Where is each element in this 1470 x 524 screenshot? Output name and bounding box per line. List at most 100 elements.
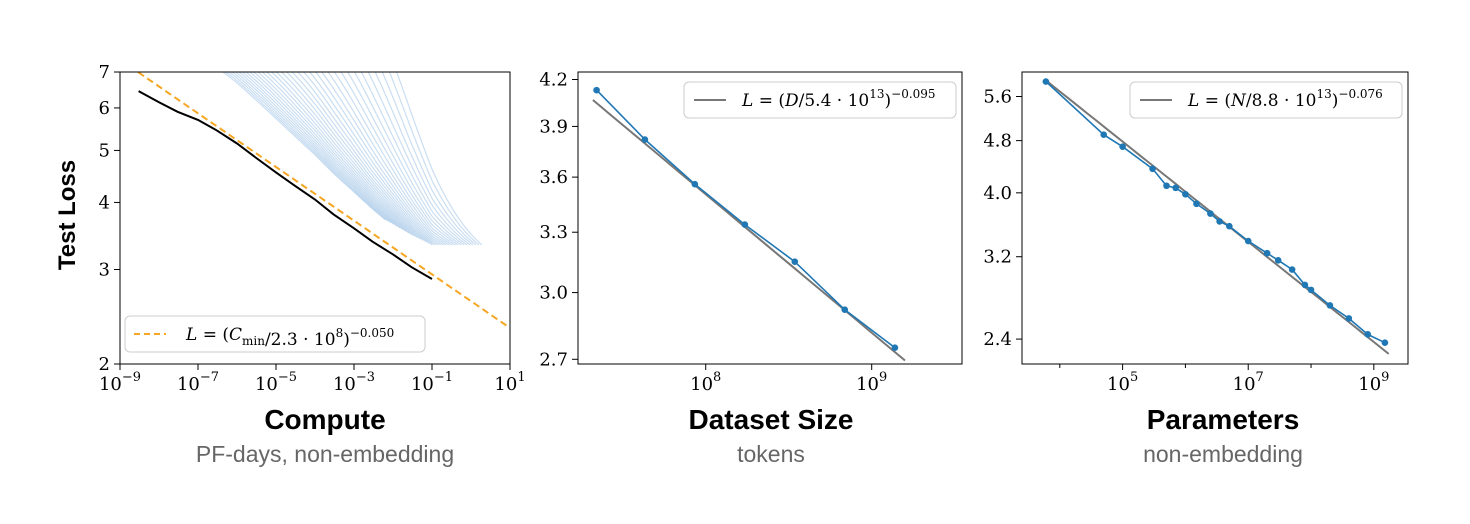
data-point <box>1149 165 1156 173</box>
data-point <box>1226 222 1233 230</box>
data-line <box>596 89 896 349</box>
x-tick-label: 10−9 <box>99 370 141 395</box>
y-tick-label: 5 <box>99 140 110 161</box>
dataset-xlabel-sub: tokens <box>737 441 805 467</box>
parameters-xlabel-sub: non-embedding <box>1143 441 1303 467</box>
data-point <box>1216 218 1223 225</box>
run-curve <box>252 72 412 236</box>
parameters-caption: Parameters non-embedding <box>1023 404 1423 468</box>
x-tick-label: 10−7 <box>177 370 219 395</box>
data-point <box>1307 286 1315 294</box>
run-curve <box>353 72 465 246</box>
data-point <box>593 86 600 94</box>
panel-0-frame <box>119 71 511 365</box>
parameters-xlabel: Parameters <box>1146 404 1300 435</box>
run-curve <box>261 72 418 239</box>
y-tick-label: 2 <box>99 354 110 375</box>
run-curve <box>333 72 456 246</box>
y-tick-label: 7 <box>99 62 110 83</box>
y-tick-label: 5.6 <box>983 86 1012 107</box>
fit-line <box>1043 78 1390 355</box>
run-curve <box>360 72 468 246</box>
parameters-panel: 105 107 109 2.4 3.2 4.0 4.8 5.6 L = (N/8.8 · 101… <box>983 78 1403 395</box>
run-curve <box>395 72 483 246</box>
run-curve <box>367 72 471 246</box>
run-curve <box>245 72 407 232</box>
data-point <box>1364 331 1372 338</box>
run-curve <box>381 72 477 246</box>
data-point <box>741 221 749 228</box>
panel-2-frame <box>1021 71 1409 365</box>
y-tick-label: 4.0 <box>983 183 1012 204</box>
y-tick-label: 3 <box>99 259 110 280</box>
legend: L = (D/5.4 · 1013)−0.095 <box>683 81 957 119</box>
y-tick-label: 2.4 <box>983 329 1012 350</box>
plot-frame <box>1021 71 1409 365</box>
run-curve <box>221 72 386 221</box>
x-tick-label: 108 <box>690 370 721 395</box>
compute-panel: 10−9 10−7 10−5 10−3 10−1 101 2 3 4 5 6 7 L = (Cmin/2… <box>99 62 526 395</box>
compute-frontier-line <box>138 90 433 280</box>
x-tick-label: 107 <box>1233 370 1264 395</box>
compute-caption: Compute PF-days, non-embedding <box>125 404 525 468</box>
data-point <box>891 344 899 351</box>
data-point <box>1042 78 1050 85</box>
run-curve <box>265 72 421 240</box>
compute-xlabel-sub: PF-days, non-embedding <box>195 441 455 467</box>
run-curve <box>285 72 433 246</box>
compute-fit-line <box>136 72 510 329</box>
dataset-panel: 108 109 2.7 3.0 3.3 3.6 3.9 4.2 L = (D/5.4 · 101… <box>539 69 957 395</box>
data-point <box>1381 339 1389 346</box>
run-curve <box>238 72 401 229</box>
run-curve <box>308 72 444 246</box>
run-curve <box>248 72 410 234</box>
run-curve <box>257 72 415 237</box>
plot-frame <box>119 71 511 365</box>
x-tick-label: 10−1 <box>411 370 453 395</box>
x-tick-label: 109 <box>1358 370 1389 395</box>
compute-xlabel: Compute <box>264 404 386 435</box>
y-tick-label: 3.6 <box>539 167 568 188</box>
x-tick-label: 10−5 <box>255 370 297 395</box>
dataset-xlabel: Dataset Size <box>688 404 854 435</box>
x-tick-label: 109 <box>856 370 887 395</box>
legend-box <box>124 315 426 353</box>
legend: L = (N/8.8 · 1013)−0.076 <box>1129 81 1403 119</box>
run-curve <box>270 72 424 241</box>
data-point <box>641 136 649 143</box>
plot-frame <box>577 71 963 365</box>
run-curve <box>314 72 447 246</box>
data-point <box>1193 200 1200 208</box>
run-curve <box>231 72 395 225</box>
run-curve <box>388 72 480 246</box>
data-point <box>1326 302 1334 309</box>
run-curve <box>321 72 450 246</box>
y-tick-label: 3.0 <box>539 283 568 304</box>
y-tick-label: 4.2 <box>539 69 568 90</box>
run-curve <box>327 72 453 246</box>
data-point <box>1301 281 1309 289</box>
y-tick-label: 4 <box>99 192 110 213</box>
data-point <box>691 180 699 188</box>
y-tick-label: 6 <box>99 98 110 119</box>
run-curve <box>224 72 389 222</box>
y-tick-label: 2.7 <box>539 349 568 370</box>
run-curve <box>302 72 442 246</box>
run-curve <box>241 72 404 231</box>
data-point <box>1100 131 1108 139</box>
data-point <box>1288 266 1296 273</box>
y-tick-label: 3.2 <box>983 247 1012 268</box>
panel-1-frame <box>577 71 963 365</box>
data-point <box>1182 190 1189 198</box>
data-point <box>1207 210 1214 217</box>
y-tick-label: 4.8 <box>983 131 1012 152</box>
x-tick-label: 105 <box>1107 370 1138 395</box>
data-point <box>1345 315 1353 322</box>
data-point <box>791 258 799 265</box>
y-axis-title: Test Loss <box>54 159 81 271</box>
x-tick-label: 101 <box>494 370 525 395</box>
fit-line <box>592 99 906 362</box>
data-point <box>1263 249 1271 257</box>
legend-label: L = (N/8.8 · 1013)−0.076 <box>1187 87 1383 111</box>
